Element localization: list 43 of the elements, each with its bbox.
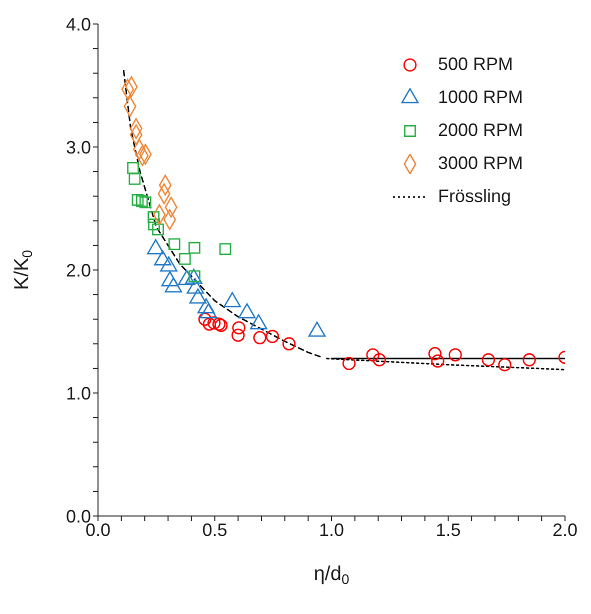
y-tick-label: 4.0 (66, 14, 91, 34)
point (127, 162, 139, 174)
point (266, 330, 280, 344)
point (139, 196, 152, 208)
point (136, 195, 148, 208)
x-tick-label: 1.5 (436, 520, 461, 540)
point (431, 354, 444, 368)
y-tick-label: 3.0 (66, 137, 91, 158)
point (522, 353, 536, 366)
point (282, 337, 296, 350)
line-series (122, 70, 323, 358)
point (428, 347, 442, 360)
point (342, 356, 356, 370)
legend-label: 1000 RPM (438, 87, 523, 108)
x-tick-label: 0.5 (202, 520, 228, 540)
legend-label: 2000 RPM (438, 120, 523, 141)
point (232, 321, 246, 334)
y-tick-label: 1.0 (66, 383, 91, 404)
legend-label: 500 RPM (438, 54, 513, 75)
point (168, 238, 180, 250)
legend-label: 3000 RPM (438, 153, 523, 174)
point (148, 218, 160, 230)
x-axis-title: η/d$_{0}$ (314, 563, 350, 586)
x-tick-label: 1.0 (318, 520, 344, 540)
point (132, 194, 144, 206)
point (152, 223, 164, 236)
point (128, 173, 141, 185)
legend-label: Frössling (438, 186, 511, 207)
point (178, 252, 191, 265)
point (198, 312, 212, 326)
point (219, 243, 232, 256)
point (188, 242, 200, 254)
point (202, 318, 216, 331)
point (231, 328, 245, 342)
point (448, 348, 462, 362)
point (498, 358, 512, 372)
point (207, 316, 221, 330)
y-tick-label: 2.0 (66, 260, 91, 280)
x-tick-label: 2.0 (552, 520, 578, 540)
point (372, 353, 386, 366)
point (253, 331, 266, 344)
point (482, 353, 496, 366)
point (366, 348, 380, 362)
